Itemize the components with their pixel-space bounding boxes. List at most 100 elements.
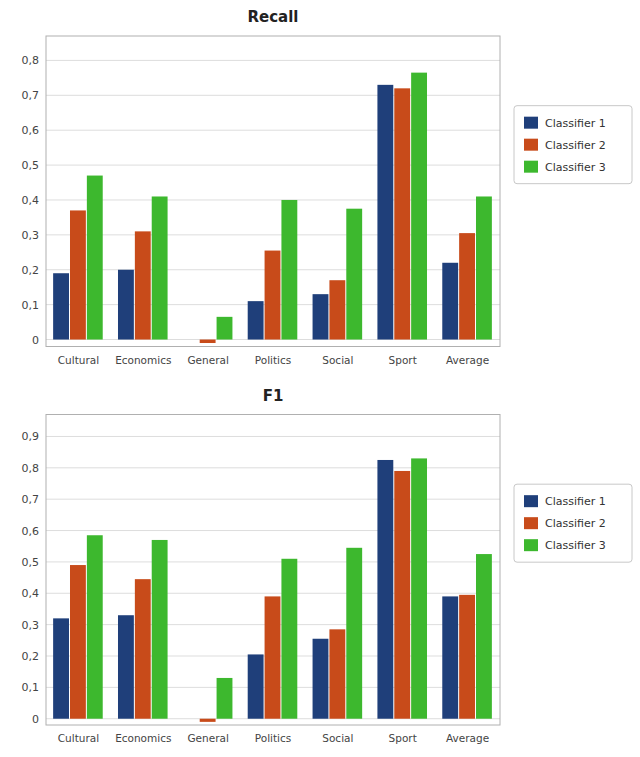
- bar: [442, 263, 458, 340]
- y-tick-label: 0,3: [22, 229, 40, 242]
- bar: [329, 629, 345, 718]
- bars: [53, 73, 492, 343]
- legend-swatch: [524, 517, 538, 529]
- chart-title: F1: [263, 387, 284, 405]
- legend-label: Classifier 3: [545, 161, 606, 174]
- x-tick-label: Sport: [389, 354, 417, 366]
- x-tick-label: Average: [446, 354, 489, 366]
- grid-line: [46, 234, 500, 235]
- grid-line: [46, 467, 500, 468]
- y-tick-label: 0,6: [22, 124, 40, 137]
- bar: [265, 596, 281, 718]
- x-tick-label: Social: [322, 732, 353, 744]
- legend-label: Classifier 1: [545, 495, 606, 508]
- y-tick-label: 0,4: [22, 587, 40, 600]
- y-tick-label: 0,8: [22, 462, 40, 475]
- bar: [87, 535, 103, 718]
- plot-frame: [46, 36, 500, 347]
- y-tick-label: 0,8: [22, 54, 40, 67]
- bar: [70, 210, 86, 339]
- bar: [248, 654, 264, 718]
- bar: [87, 176, 103, 340]
- bar: [411, 73, 427, 340]
- grid-line: [46, 130, 500, 131]
- y-tick-label: 0,3: [22, 619, 40, 632]
- y-tick-label: 0,9: [22, 430, 40, 443]
- bar: [183, 339, 199, 340]
- x-tick-label: Politics: [255, 732, 292, 744]
- y-tick-label: 0,1: [22, 681, 40, 694]
- x-tick-label: General: [187, 354, 228, 366]
- legend-label: Classifier 2: [545, 139, 606, 152]
- bar: [476, 554, 492, 719]
- bar: [152, 540, 168, 719]
- chart-panel: Recall00,10,20,30,40,50,60,70,8CulturalE…: [22, 8, 633, 366]
- bar: [53, 273, 69, 339]
- legend-label: Classifier 2: [545, 517, 606, 530]
- x-tick-label: Social: [322, 354, 353, 366]
- bar: [281, 200, 297, 340]
- grid-line: [46, 561, 500, 562]
- bar: [313, 639, 329, 719]
- x-tick-label: Economics: [115, 354, 171, 366]
- bar: [377, 85, 393, 340]
- bar: [135, 231, 151, 339]
- legend-box: [514, 106, 632, 184]
- grid-line: [46, 530, 500, 531]
- legend-swatch: [524, 117, 538, 129]
- grid-line: [46, 593, 500, 594]
- bar: [394, 471, 410, 719]
- bar: [118, 270, 134, 340]
- plot-frame: [46, 415, 500, 726]
- y-tick-label: 0,5: [22, 556, 40, 569]
- y-tick-label: 0,1: [22, 299, 40, 312]
- chart-svg: Recall 0 0,1 0,2 0,3 0,4 0,5 0,6 0,7 0,8 Cultural E…: [0, 0, 640, 757]
- x-tick-label: General: [187, 732, 228, 744]
- y-tick-label: 0: [32, 334, 39, 347]
- legend-swatch: [524, 139, 538, 151]
- legend-label: Classifier 3: [545, 539, 606, 552]
- bar: [411, 458, 427, 718]
- bar: [70, 565, 86, 719]
- page: {"chart_data": [ {"type": "bar", "title"…: [0, 0, 640, 757]
- bar: [459, 233, 475, 339]
- grid-line: [46, 60, 500, 61]
- bar: [346, 548, 362, 719]
- y-tick-label: 0,5: [22, 159, 40, 172]
- y-tick-label: 0,6: [22, 525, 40, 538]
- bar: [442, 596, 458, 718]
- chart-panel: F100,10,20,30,40,50,60,70,80,9CulturalEc…: [22, 387, 633, 745]
- x-tick-label: Cultural: [58, 354, 99, 366]
- grid-line: [46, 95, 500, 96]
- bar: [346, 209, 362, 340]
- bar: [394, 88, 410, 339]
- bars: [53, 458, 492, 721]
- x-tick-label: Average: [446, 732, 489, 744]
- bar: [459, 595, 475, 719]
- x-tick-label: Sport: [389, 732, 417, 744]
- x-tick-label: Cultural: [58, 732, 99, 744]
- bar: [152, 196, 168, 339]
- bar: [377, 460, 393, 719]
- bar: [217, 317, 233, 340]
- grid-line: [46, 499, 500, 500]
- grid-line: [46, 165, 500, 166]
- y-tick-label: 0,2: [22, 650, 40, 663]
- chart-title: Recall: [247, 8, 298, 26]
- bar: [329, 280, 345, 339]
- bar: [248, 301, 264, 339]
- legend: Classifier 1 Classifier 2 Classifier 3: [514, 106, 632, 184]
- bar: [200, 340, 216, 343]
- legend-label: Classifier 1: [545, 117, 606, 130]
- bar: [265, 251, 281, 340]
- y-tick-label: 0,7: [22, 89, 40, 102]
- bar: [217, 678, 233, 719]
- bar: [118, 615, 134, 719]
- grid-line: [46, 199, 500, 200]
- bar: [135, 579, 151, 719]
- bar: [313, 294, 329, 339]
- bar: [476, 196, 492, 339]
- y-tick-label: 0,4: [22, 194, 40, 207]
- legend-swatch: [524, 495, 538, 507]
- bar: [183, 718, 199, 719]
